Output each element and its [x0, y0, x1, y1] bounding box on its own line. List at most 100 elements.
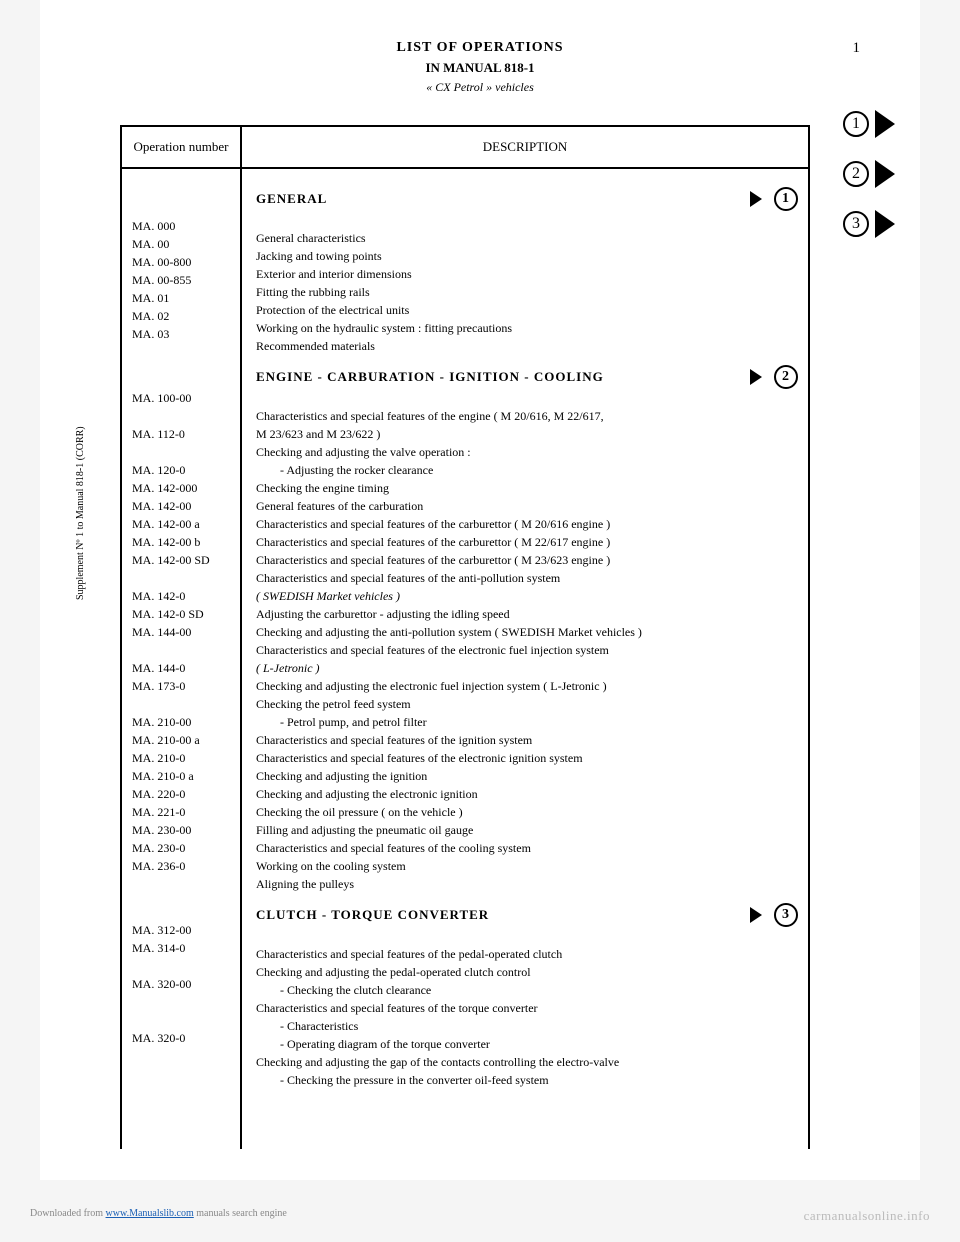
operation-description: ( SWEDISH Market vehicles ) [256, 587, 798, 605]
operation-description: Protection of the electrical units [256, 301, 798, 319]
operation-description: Characteristics and special features of … [256, 999, 798, 1017]
footer-link[interactable]: www.Manualslib.com [106, 1208, 194, 1219]
operation-number [132, 407, 230, 425]
section-number-circle: 2 [774, 365, 798, 389]
page-footer: Downloaded from www.Manualslib.com manua… [30, 1208, 930, 1224]
operation-number: MA. 142-00 SD [132, 551, 230, 569]
operation-number [132, 569, 230, 587]
footer-left: Downloaded from www.Manualslib.com manua… [30, 1208, 287, 1224]
description-column: GENERAL 1 General characteristicsJacking a… [242, 169, 808, 1149]
header-subtitle: IN MANUAL 818-1 [70, 60, 890, 76]
operation-description: ( L-Jetronic ) [256, 659, 798, 677]
operation-description: Working on the hydraulic system : fittin… [256, 319, 798, 337]
operation-number: MA. 03 [132, 325, 230, 343]
operation-description: Checking and adjusting the electronic fu… [256, 677, 798, 695]
operation-description: - Petrol pump, and petrol filter [256, 713, 798, 731]
operation-number: MA. 120-0 [132, 461, 230, 479]
operation-description: - Checking the clutch clearance [256, 981, 798, 999]
operation-number: MA. 112-0 [132, 425, 230, 443]
pointer-icon [750, 191, 762, 207]
tab-arrow-icon [875, 110, 895, 138]
tab-2: 2 [843, 160, 895, 188]
operation-description: Characteristics and special features of … [256, 515, 798, 533]
operation-number: MA. 220-0 [132, 785, 230, 803]
operation-number: MA. 00-855 [132, 271, 230, 289]
operation-description: - Checking the pressure in the converter… [256, 1071, 798, 1089]
pointer-icon [750, 907, 762, 923]
operation-number: MA. 00 [132, 235, 230, 253]
operation-description: Checking and adjusting the pedal-operate… [256, 963, 798, 981]
operation-number: MA. 210-00 [132, 713, 230, 731]
side-label: Supplement Nº 1 to Manual 818-1 (CORR) [75, 426, 86, 600]
section-marker: 3 [750, 903, 798, 927]
operation-number: MA. 314-0 [132, 939, 230, 957]
operation-description: Recommended materials [256, 337, 798, 355]
operation-description: - Operating diagram of the torque conver… [256, 1035, 798, 1053]
operation-description: Checking the petrol feed system [256, 695, 798, 713]
operation-description: Characteristics and special features of … [256, 551, 798, 569]
operation-number [132, 1011, 230, 1029]
page-number: 1 [853, 40, 861, 57]
section-heading: CLUTCH - TORQUE CONVERTER 3 [256, 903, 798, 927]
document-page: 1 LIST OF OPERATIONS IN MANUAL 818-1 « C… [40, 0, 920, 1180]
operation-number: MA. 312-00 [132, 921, 230, 939]
operation-description: Checking and adjusting the anti-pollutio… [256, 623, 798, 641]
operation-number: MA. 320-0 [132, 1029, 230, 1047]
operation-description: Checking and adjusting the electronic ig… [256, 785, 798, 803]
section-number-circle: 1 [774, 187, 798, 211]
section-marker: 2 [750, 365, 798, 389]
operation-description: Filling and adjusting the pneumatic oil … [256, 821, 798, 839]
section-heading: GENERAL 1 [256, 187, 798, 211]
operation-description: Checking the engine timing [256, 479, 798, 497]
operation-column: MA. 000MA. 00MA. 00-800MA. 00-855MA. 01M… [122, 169, 242, 1149]
operation-description: General characteristics [256, 229, 798, 247]
section-number-circle: 3 [774, 903, 798, 927]
operation-number: MA. 142-000 [132, 479, 230, 497]
operation-description: Characteristics and special features of … [256, 569, 798, 587]
operation-description: Jacking and towing points [256, 247, 798, 265]
operation-description: Exterior and interior dimensions [256, 265, 798, 283]
operation-number: MA. 000 [132, 217, 230, 235]
tab-arrow-icon [875, 210, 895, 238]
operation-number [132, 641, 230, 659]
operation-number: MA. 236-0 [132, 857, 230, 875]
operation-description: Working on the cooling system [256, 857, 798, 875]
operation-description: Characteristics and special features of … [256, 731, 798, 749]
footer-right: carmanualsonline.info [804, 1208, 930, 1224]
footer-suffix: manuals search engine [194, 1208, 287, 1219]
operation-description: Checking and adjusting the gap of the co… [256, 1053, 798, 1071]
operation-description: Characteristics and special features of … [256, 749, 798, 767]
tab-1: 1 [843, 110, 895, 138]
operation-number [132, 443, 230, 461]
operation-number: MA. 142-00 [132, 497, 230, 515]
operation-number: MA. 142-0 [132, 587, 230, 605]
operation-number [132, 695, 230, 713]
table-header-row: Operation number DESCRIPTION [122, 127, 808, 169]
pointer-icon [750, 369, 762, 385]
operation-number [132, 1047, 230, 1065]
tab-3: 3 [843, 210, 895, 238]
operation-number: MA. 142-0 SD [132, 605, 230, 623]
footer-prefix: Downloaded from [30, 1208, 106, 1219]
operation-description: - Characteristics [256, 1017, 798, 1035]
operation-description: Characteristics and special features of … [256, 945, 798, 963]
operation-number: MA. 230-00 [132, 821, 230, 839]
operation-number: MA. 142-00 a [132, 515, 230, 533]
operation-number: MA. 210-00 a [132, 731, 230, 749]
operation-number: MA. 221-0 [132, 803, 230, 821]
section-marker: 1 [750, 187, 798, 211]
operation-description: - Adjusting the rocker clearance [256, 461, 798, 479]
operation-description: Fitting the rubbing rails [256, 283, 798, 301]
section-heading-text: GENERAL [256, 191, 327, 207]
operations-table: Operation number DESCRIPTION MA. 000MA. … [120, 125, 810, 1149]
header-note: « CX Petrol » vehicles [70, 80, 890, 95]
operation-number: MA. 01 [132, 289, 230, 307]
col-header-description: DESCRIPTION [242, 127, 808, 167]
tab-arrow-icon [875, 160, 895, 188]
operation-number: MA. 210-0 [132, 749, 230, 767]
operation-number: MA. 142-00 b [132, 533, 230, 551]
section-heading-text: CLUTCH - TORQUE CONVERTER [256, 907, 489, 923]
operation-description: Characteristics and special features of … [256, 407, 798, 425]
col-header-operation: Operation number [122, 127, 242, 167]
operation-number: MA. 230-0 [132, 839, 230, 857]
